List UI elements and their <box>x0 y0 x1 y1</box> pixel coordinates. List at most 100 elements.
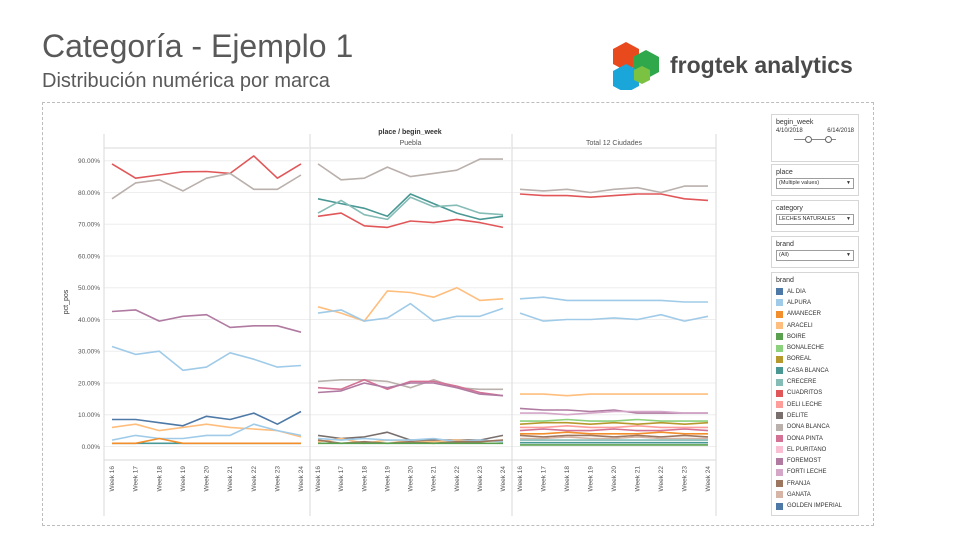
brand-select[interactable]: (All) ▼ <box>776 250 854 261</box>
legend-label: CRECERE <box>787 379 817 386</box>
legend-item[interactable]: EL PURITANO <box>776 444 854 455</box>
x-tick-label: Week 21 <box>431 466 438 492</box>
dashboard-frame <box>42 102 874 526</box>
legend-swatch <box>776 333 783 341</box>
x-tick-label: Week 16 <box>109 466 116 492</box>
slide-title: Categoría - Ejemplo 1 <box>42 28 354 64</box>
slider-end-handle[interactable] <box>825 136 832 143</box>
begin-week-end: 6/14/2018 <box>827 128 854 134</box>
begin-week-filter[interactable]: begin_week 4/10/2018 6/14/2018 <box>771 114 859 162</box>
legend-label: DONA BLANCA <box>787 424 830 431</box>
series-line <box>111 423 302 438</box>
brand-legend: brand AL DIA ALPURA AMANECER ARACELI BOIRE BO… <box>771 272 859 516</box>
y-tick-label: 20.00% <box>78 380 100 387</box>
legend-item[interactable]: BOIRE <box>776 331 854 342</box>
series-line <box>111 309 302 333</box>
legend-item[interactable]: CRECERE <box>776 376 854 387</box>
series-line <box>317 378 503 391</box>
legend-item[interactable]: CASA BLANCA <box>776 365 854 376</box>
legend-swatch <box>776 401 783 409</box>
x-tick-label: Week 24 <box>705 466 712 492</box>
series-line <box>520 431 708 435</box>
x-tick-label: Week 17 <box>338 466 345 492</box>
legend-swatch <box>776 491 783 499</box>
legend-item[interactable]: FOREMOST <box>776 455 854 466</box>
x-tick-label: Week 22 <box>658 466 665 492</box>
legend-item[interactable]: ALPURA <box>776 297 854 308</box>
legend-item[interactable]: BOREAL <box>776 354 854 365</box>
y-tick-label: 30.00% <box>78 349 100 356</box>
legend-label: DELI LECHE <box>787 401 823 408</box>
legend-item[interactable]: BONALECHE <box>776 342 854 353</box>
series-line <box>519 428 709 432</box>
legend-item[interactable]: DONA PINTA <box>776 433 854 444</box>
series-line <box>520 436 708 440</box>
legend-swatch <box>776 288 783 296</box>
legend-swatch <box>776 310 783 318</box>
series-line <box>520 424 708 429</box>
x-tick-label: Week 23 <box>477 466 484 492</box>
x-tick-label: Week 19 <box>588 466 595 492</box>
series-line <box>317 158 503 181</box>
category-filter[interactable]: category LECHES NATURALES ▼ <box>771 200 859 232</box>
x-tick-label: Week 20 <box>611 466 618 492</box>
place-select[interactable]: (Multiple values) ▼ <box>776 178 854 189</box>
legend-item[interactable]: AMANECER <box>776 309 854 320</box>
legend-item[interactable]: ARACELI <box>776 320 854 331</box>
legend-item[interactable]: DELI LECHE <box>776 399 854 410</box>
place-filter[interactable]: place (Multiple values) ▼ <box>771 164 859 196</box>
slide-subtitle: Distribución numérica por marca <box>42 70 330 92</box>
legend-item[interactable]: DELITE <box>776 410 854 421</box>
series-line <box>317 196 504 221</box>
slider-start-handle[interactable] <box>805 136 812 143</box>
legend-swatch <box>776 389 783 397</box>
legend-item[interactable]: GOLDEN IMPERIAL <box>776 501 854 512</box>
x-tick-label: Week 19 <box>180 466 187 492</box>
x-tick-label: Week 21 <box>635 466 642 492</box>
x-tick-label: Week 20 <box>204 466 211 492</box>
legend-label: ARACELI <box>787 322 813 329</box>
legend-label: AMANECER <box>787 311 822 318</box>
legend-item[interactable]: FORTI LECHE <box>776 467 854 478</box>
series-line <box>317 382 504 397</box>
brand-filter[interactable]: brand (All) ▼ <box>771 236 859 268</box>
series-line <box>317 286 504 322</box>
begin-week-slider[interactable] <box>776 134 854 144</box>
series-line <box>519 185 708 194</box>
legend-item[interactable]: FRANJA <box>776 478 854 489</box>
series-line <box>317 378 504 397</box>
legend-item[interactable]: CUADRITOS <box>776 388 854 399</box>
series-line <box>519 193 709 202</box>
category-select[interactable]: LECHES NATURALES ▼ <box>776 214 854 225</box>
legend-swatch <box>776 468 783 476</box>
legend-label: FRANJA <box>787 480 811 487</box>
legend-label: GANATA <box>787 491 811 498</box>
category-filter-title: category <box>776 205 803 212</box>
legend-swatch <box>776 322 783 330</box>
legend-label: DELITE <box>787 412 809 419</box>
legend-label: ALPURA <box>787 299 812 306</box>
series-line <box>519 312 709 322</box>
brand-filter-title: brand <box>776 241 794 248</box>
y-tick-label: 60.00% <box>78 253 100 260</box>
legend-swatch <box>776 480 783 488</box>
series-line <box>112 437 301 445</box>
place-filter-title: place <box>776 169 793 176</box>
frogtek-logo: frogtek analytics <box>612 40 872 93</box>
x-tick-label: Week 18 <box>361 466 368 492</box>
x-tick-label: Week 18 <box>564 466 571 492</box>
series-line <box>111 155 302 179</box>
series-line <box>317 437 504 443</box>
legend-item[interactable]: AL DIA <box>776 286 854 297</box>
x-tick-label: Week 17 <box>541 466 548 492</box>
x-tick-label: Week 23 <box>274 466 281 492</box>
series-line <box>520 418 708 422</box>
series-line <box>519 434 709 438</box>
x-tick-label: Week 22 <box>454 466 461 492</box>
legend-item[interactable]: GANATA <box>776 489 854 500</box>
x-tick-label: Week 24 <box>298 466 305 492</box>
legend-label: FORTI LECHE <box>787 469 827 476</box>
legend-item[interactable]: DONA BLANCA <box>776 422 854 433</box>
y-axis-label: pct_pos <box>63 289 70 314</box>
place-select-value: (Multiple values) <box>779 180 820 186</box>
